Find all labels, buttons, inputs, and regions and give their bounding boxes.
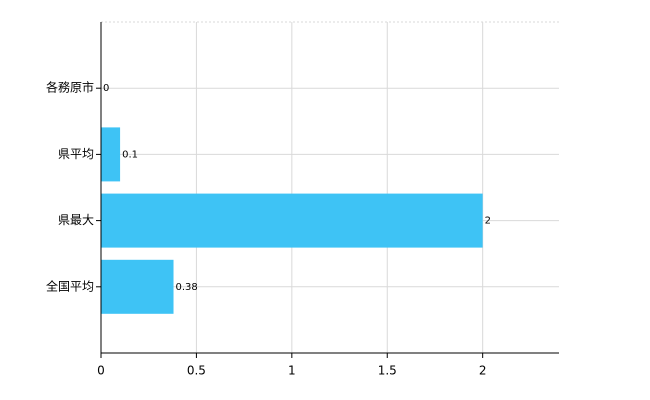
x-tick-label: 0.5 <box>187 364 206 378</box>
bar <box>101 259 174 314</box>
bar <box>101 193 483 248</box>
value-label: 2 <box>485 216 491 227</box>
x-tick-label: 1.5 <box>378 364 397 378</box>
y-tick-label: 県最大 <box>58 213 94 227</box>
x-tick-label: 2 <box>479 364 487 378</box>
bar <box>101 127 121 182</box>
y-tick-label: 県平均 <box>58 147 94 161</box>
x-tick-label: 1 <box>288 364 296 378</box>
value-label: 0.1 <box>122 149 138 160</box>
value-label: 0 <box>103 83 109 94</box>
x-tick-label: 0 <box>97 364 105 378</box>
y-tick-label: 各務原市 <box>46 80 94 95</box>
y-tick-label: 全国平均 <box>46 278 94 293</box>
value-label: 0.38 <box>176 282 198 293</box>
